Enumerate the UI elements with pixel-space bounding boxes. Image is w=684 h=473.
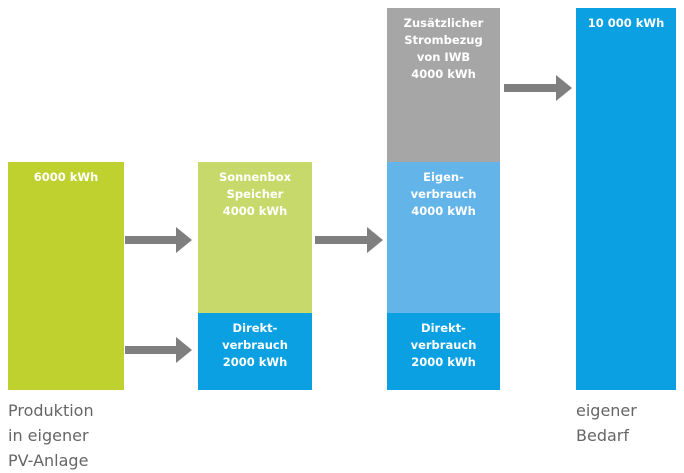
block: Zusätzlicher Strombezug von IWB 4000 kWh — [387, 8, 500, 162]
text-line: Strombezug — [404, 33, 483, 47]
block: Sonnenbox Speicher 4000 kWh — [198, 162, 312, 313]
text-line: Eigen- — [423, 170, 464, 184]
text-line: 4000 kWh — [411, 204, 476, 218]
text-line: Direkt- — [421, 321, 466, 335]
text-line: Speicher — [226, 187, 284, 201]
caption: Produktion in eigener PV-Anlage — [8, 398, 94, 473]
block: 6000 kWh — [8, 162, 124, 390]
text-line: Sonnenbox — [218, 170, 292, 184]
text-line: 6000 kWh — [33, 170, 99, 184]
text-line: in eigener — [8, 426, 89, 445]
text-line: Bedarf — [576, 426, 629, 445]
text-line: PV-Anlage — [8, 451, 89, 470]
text-line: verbrauch — [222, 338, 288, 352]
text-line: 4000 kWh — [222, 204, 288, 218]
block: 10 000 kWh — [576, 8, 676, 390]
text-line: verbrauch — [410, 187, 477, 201]
text-line: 2000 kWh — [411, 355, 476, 369]
arrow — [125, 227, 192, 253]
text-line: Direkt- — [232, 321, 278, 335]
arrow — [504, 75, 572, 101]
arrow — [125, 337, 192, 363]
text-line: eigener — [576, 401, 637, 420]
text-line: 10 000 kWh — [587, 16, 665, 30]
block: Direkt-verbrauch 2000 kWh — [198, 313, 312, 390]
text-line: Produktion — [8, 401, 94, 420]
block: Direkt-verbrauch 2000 kWh — [387, 313, 500, 390]
text-line: 2000 kWh — [222, 355, 288, 369]
text-line: von IWB — [416, 50, 471, 64]
text-line: verbrauch — [410, 338, 477, 352]
arrow — [315, 227, 383, 253]
caption: eigener Bedarf — [576, 398, 637, 448]
text-line: 4000 kWh — [411, 67, 476, 81]
text-line: Zusätzlicher — [403, 16, 484, 30]
block: Eigen-verbrauch 4000 kWh — [387, 162, 500, 313]
